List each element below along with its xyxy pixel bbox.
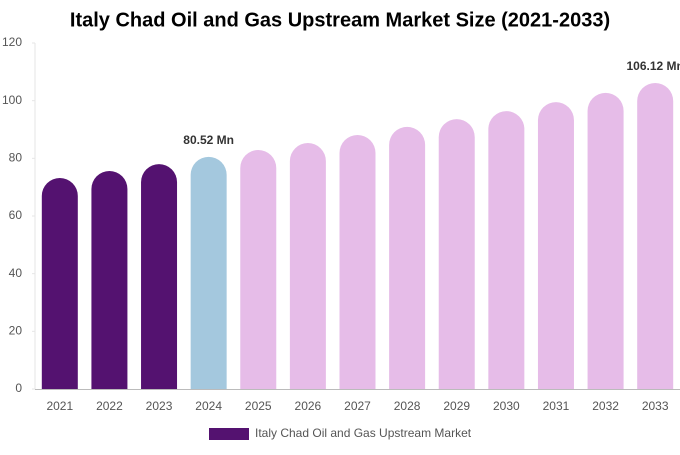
value-label: 106.12 Mn <box>627 59 680 73</box>
bar <box>488 111 525 389</box>
legend-label: Italy Chad Oil and Gas Upstream Market <box>255 426 472 440</box>
bar <box>537 102 574 389</box>
x-tick-label: 2027 <box>344 399 371 413</box>
bar <box>389 126 426 389</box>
y-tick-label: 120 <box>2 35 22 49</box>
y-tick-label: 100 <box>2 93 22 107</box>
bar <box>141 164 178 389</box>
value-label: 80.52 Mn <box>183 133 234 147</box>
x-tick-label: 2023 <box>146 399 173 413</box>
x-tick-label: 2025 <box>245 399 272 413</box>
y-tick-label: 0 <box>15 381 22 395</box>
bar <box>41 177 78 389</box>
y-tick-label: 80 <box>9 151 23 165</box>
x-tick-label: 2029 <box>443 399 470 413</box>
bar <box>240 149 277 389</box>
x-tick-label: 2026 <box>295 399 322 413</box>
bar <box>637 83 674 390</box>
legend-swatch <box>209 428 249 440</box>
y-tick-label: 20 <box>9 324 23 338</box>
x-tick-label: 2031 <box>543 399 570 413</box>
x-tick-label: 2033 <box>642 399 669 413</box>
bar <box>190 156 227 389</box>
x-tick-label: 2032 <box>592 399 619 413</box>
x-tick-label: 2021 <box>46 399 73 413</box>
x-tick-label: 2028 <box>394 399 421 413</box>
chart-title: Italy Chad Oil and Gas Upstream Market S… <box>70 9 610 31</box>
bar <box>339 134 376 389</box>
bar <box>91 171 128 389</box>
x-tick-label: 2024 <box>195 399 222 413</box>
bar <box>587 92 624 390</box>
y-tick-label: 60 <box>9 208 23 222</box>
bar <box>289 143 326 389</box>
x-tick-label: 2030 <box>493 399 520 413</box>
y-tick-label: 40 <box>9 266 23 280</box>
x-tick-label: 2022 <box>96 399 123 413</box>
bar <box>438 119 475 389</box>
